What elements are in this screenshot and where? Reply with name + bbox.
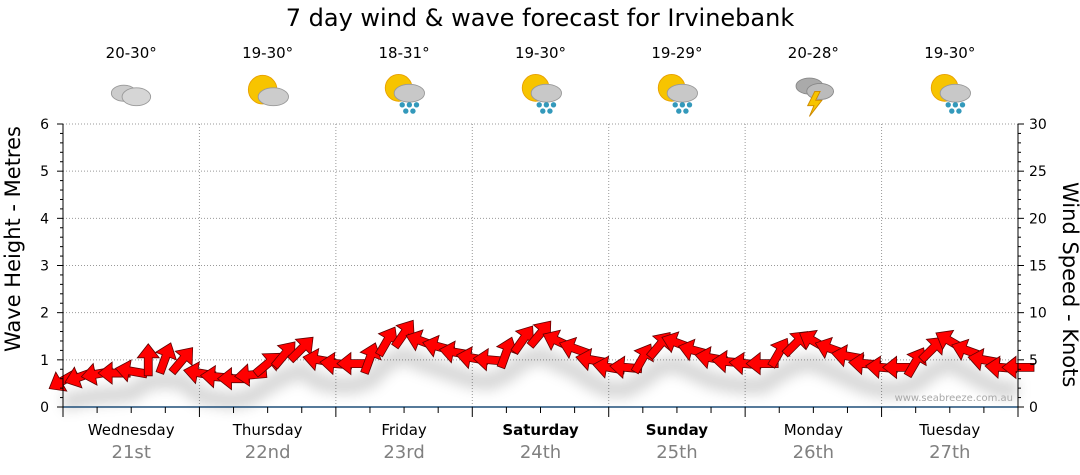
day-temp-range: 19-30° — [514, 44, 567, 62]
y-tick-label-right: 25 — [1029, 164, 1047, 180]
wind-arrow — [391, 319, 415, 350]
day-date-label: 25th — [656, 442, 698, 463]
y-tick-label-right: 10 — [1029, 306, 1047, 322]
day-name-label: Wednesday — [87, 421, 175, 439]
sun-showers-icon — [521, 74, 562, 114]
day-name-label: Monday — [783, 421, 843, 439]
day-temp-range: 19-30° — [924, 44, 976, 62]
y-tick-label-right: 20 — [1029, 211, 1047, 227]
wind-arrow — [375, 326, 399, 358]
arrow-shadow — [61, 345, 1018, 412]
day-temp-range: 18-31° — [378, 44, 430, 62]
cloudy-icon — [111, 84, 152, 107]
day-date-label: 22nd — [244, 442, 291, 463]
day-temp-range: 19-30° — [242, 44, 294, 62]
day-name-label: Thursday — [232, 421, 303, 439]
y-tick-label-left: 5 — [40, 164, 49, 180]
day-name-label: Saturday — [502, 421, 579, 439]
day-name-label: Sunday — [645, 421, 709, 439]
day-date-label: 27th — [929, 442, 971, 463]
day-name-label: Tuesday — [919, 421, 981, 439]
y-tick-label-left: 2 — [40, 306, 49, 322]
wind-arrow — [526, 320, 552, 349]
y-tick-label-left: 3 — [40, 259, 49, 275]
y-tick-label-right: 5 — [1029, 353, 1038, 369]
chart-title: 7 day wind & wave forecast for Irvineban… — [285, 4, 795, 32]
y-tick-label-right: 0 — [1029, 400, 1038, 416]
day-temp-range: 19-29° — [651, 44, 703, 62]
wind-arrow — [168, 347, 194, 376]
y-tick-label-left: 6 — [40, 117, 49, 133]
day-date-label: 24th — [519, 442, 562, 463]
y-tick-label-left: 0 — [40, 400, 49, 416]
sun-showers-icon — [384, 74, 426, 114]
day-date-label: 21st — [111, 442, 151, 463]
wind-arrow — [154, 342, 177, 375]
day-date-label: 26th — [792, 442, 835, 463]
wind-arrow — [510, 325, 535, 356]
wind-arrow — [287, 336, 314, 364]
watermark: www.seabreeze.com.au — [895, 393, 1013, 404]
thunderstorm-icon — [795, 77, 835, 117]
day-temp-range: 20-28° — [787, 44, 839, 62]
y-tick-label-left: 4 — [40, 211, 49, 227]
y-tick-label-right: 30 — [1029, 117, 1047, 133]
day-temp-range: 20-30° — [105, 44, 157, 62]
day-date-label: 23rd — [383, 442, 425, 463]
partly-cloudy-icon — [247, 74, 289, 107]
y-tick-label-right: 15 — [1029, 259, 1047, 275]
sun-showers-icon — [657, 74, 698, 114]
day-name-label: Friday — [381, 421, 427, 439]
sun-showers-icon — [930, 74, 971, 114]
wind-arrow — [136, 343, 161, 377]
y-tick-label-left: 1 — [40, 353, 49, 369]
